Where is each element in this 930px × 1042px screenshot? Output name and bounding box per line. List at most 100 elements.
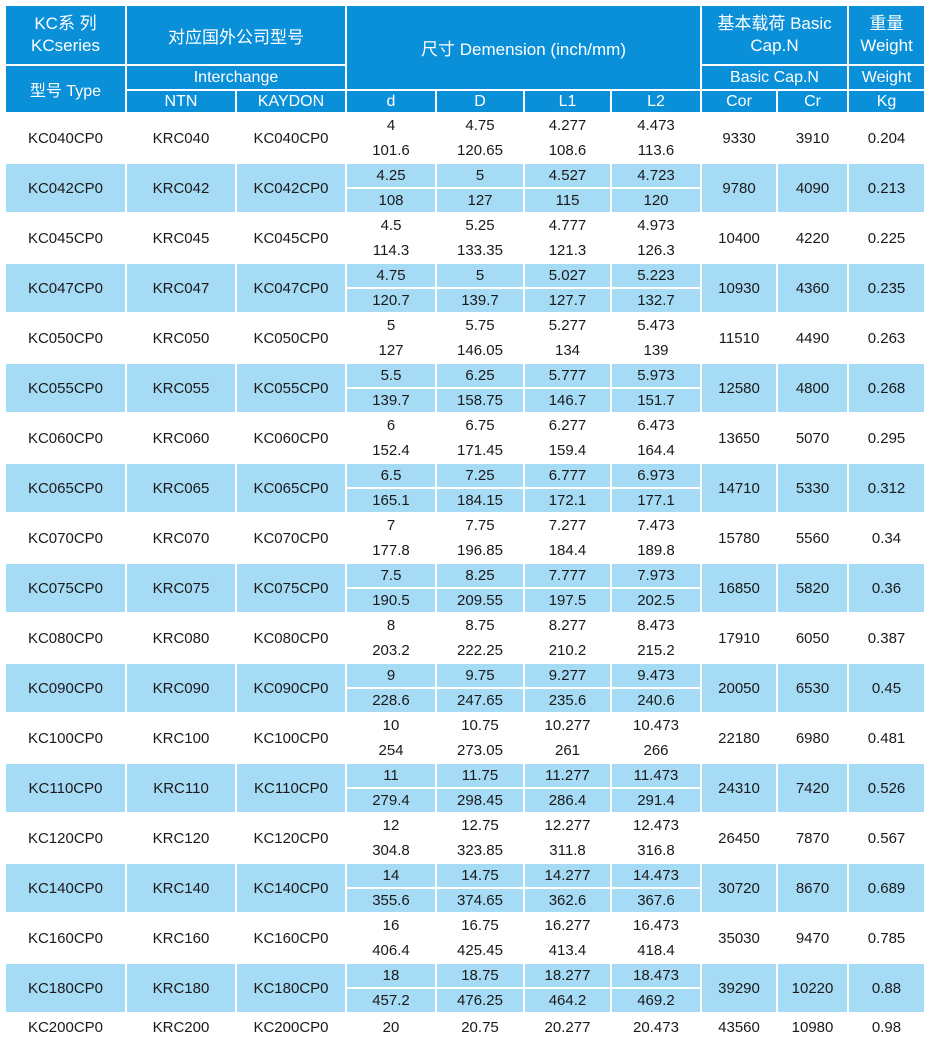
- dim-inch-value: 10.473: [633, 717, 679, 734]
- col-l1: L1: [525, 91, 610, 112]
- cell-type: KC100CP0: [6, 714, 125, 762]
- dim-inch-value: 18.75: [437, 964, 523, 989]
- cell-ntn: KRC040: [127, 114, 235, 162]
- dim-inch-value: 7.473: [637, 517, 675, 534]
- cell-cor: 39290: [702, 964, 776, 1012]
- dim-inch-value: 8.75: [465, 617, 495, 634]
- cell-kg: 0.225: [849, 214, 925, 262]
- cell-ntn: KRC075: [127, 564, 235, 612]
- dim-inch-value: 7.75: [465, 517, 495, 534]
- cell-d: 9 228.6: [347, 664, 435, 712]
- table-row: KC070CP0 KRC070 KC070CP0 7 177.8 7.75 196.85 7.…: [6, 514, 925, 562]
- table-row: KC060CP0 KRC060 KC060CP0 6 152.4 6.75 171.45 6.…: [6, 414, 925, 462]
- cell-l2: 10.473 266: [612, 714, 700, 762]
- cell-type: KC042CP0: [6, 164, 125, 212]
- cell-l2: 7.973 202.5: [612, 564, 700, 612]
- dim-inch-value: 6.973: [612, 464, 700, 489]
- cell-type: KC110CP0: [6, 764, 125, 812]
- dim-mm-value: 261: [554, 742, 581, 759]
- table-row: KC065CP0 KRC065 KC065CP0 6.5 165.1 7.25 184.15…: [6, 464, 925, 512]
- dim-inch-value: 5: [437, 264, 523, 289]
- cell-D: 8.25 209.55: [437, 564, 523, 612]
- dim-mm-value: 266: [643, 742, 669, 759]
- cell-ntn: KRC140: [127, 864, 235, 912]
- cell-kaydon: KC120CP0: [237, 814, 345, 862]
- cell-type: KC050CP0: [6, 314, 125, 362]
- dim-inch-value: 4.473: [637, 117, 675, 134]
- dim-mm-value: 215.2: [637, 642, 675, 659]
- cell-cor: 10930: [702, 264, 776, 312]
- cell-type: KC060CP0: [6, 414, 125, 462]
- cell-l1: 4.777 121.3: [525, 214, 610, 262]
- cell-kaydon: KC070CP0: [237, 514, 345, 562]
- dim-mm-value: 235.6: [548, 692, 587, 709]
- dim-mm-value: 120: [643, 192, 669, 209]
- header-basic-cap-group: 基本载荷 Basic Cap.N: [702, 6, 848, 64]
- col-kg: Kg: [849, 91, 925, 112]
- dim-mm-value: 189.8: [637, 542, 675, 559]
- cell-cor: 26450: [702, 814, 776, 862]
- dim-inch-value: 4: [386, 117, 396, 134]
- cell-cr: 8670: [778, 864, 848, 912]
- dim-inch-value: 6.25: [437, 364, 523, 389]
- cell-cr: 4090: [778, 164, 848, 212]
- cell-cr: 4220: [778, 214, 848, 262]
- cell-kaydon: KC047CP0: [237, 264, 345, 312]
- dim-mm-value: 114.3: [372, 242, 410, 259]
- cell-l1: 14.277 362.6: [525, 864, 610, 912]
- dim-mm-value: 247.65: [457, 692, 503, 709]
- cell-ntn: KRC110: [127, 764, 235, 812]
- cell-kg: 0.36: [849, 564, 925, 612]
- cell-type: KC047CP0: [6, 264, 125, 312]
- cell-kaydon: KC110CP0: [237, 764, 345, 812]
- cell-kg: 0.263: [849, 314, 925, 362]
- cell-type: KC055CP0: [6, 364, 125, 412]
- dim-mm-value: 158.75: [457, 392, 503, 409]
- dim-mm-value: 139: [643, 342, 669, 359]
- cell-l2: 8.473 215.2: [612, 614, 700, 662]
- dim-inch-value: 9.473: [612, 664, 700, 689]
- dim-mm-value: 139.7: [461, 292, 499, 309]
- dim-inch-value: 5.5: [347, 364, 435, 389]
- dim-inch-value: 18.473: [612, 964, 700, 989]
- dim-inch-value: 6.473: [637, 417, 675, 434]
- dim-inch-value: 6.277: [548, 417, 587, 434]
- cell-kaydon: KC040CP0: [237, 114, 345, 162]
- table-row: KC110CP0 KRC110 KC110CP0 11 279.4 11.75 298.45…: [6, 764, 925, 812]
- header-weight-group-text: 重量 Weight: [860, 13, 913, 55]
- cell-cr: 3910: [778, 114, 848, 162]
- cell-d: 14 355.6: [347, 864, 435, 912]
- table-row: KC160CP0 KRC160 KC160CP0 16 406.4 16.75 425.45…: [6, 914, 925, 962]
- table-row: KC075CP0 KRC075 KC075CP0 7.5 190.5 8.25 209.55…: [6, 564, 925, 612]
- dim-inch-value: 11.277: [525, 764, 610, 789]
- dim-inch-value: 6.75: [465, 417, 495, 434]
- cell-kg: 0.387: [849, 614, 925, 662]
- cell-cr: 6050: [778, 614, 848, 662]
- cell-kg: 0.785: [849, 914, 925, 962]
- dim-mm-value: 469.2: [637, 992, 675, 1009]
- dim-mm-value: 425.45: [457, 942, 503, 959]
- dim-mm-value: 210.2: [548, 642, 587, 659]
- cell-l1: 20.277: [525, 1014, 610, 1040]
- dim-mm-value: 159.4: [548, 442, 587, 459]
- cell-l2: 9.473 240.6: [612, 664, 700, 712]
- header-interchange: Interchange: [127, 66, 345, 89]
- cell-l1: 5.277 134: [525, 314, 610, 362]
- dim-mm-value: 146.05: [457, 342, 503, 359]
- cell-kaydon: KC200CP0: [237, 1014, 345, 1040]
- cell-l1: 10.277 261: [525, 714, 610, 762]
- cell-cor: 35030: [702, 914, 776, 962]
- dim-inch-value: 11.473: [612, 764, 700, 789]
- dim-mm-value: 132.7: [637, 292, 675, 309]
- cell-ntn: KRC180: [127, 964, 235, 1012]
- dim-inch-value: 10.75: [461, 717, 499, 734]
- dim-mm-value: 222.25: [457, 642, 503, 659]
- cell-l2: 5.973 151.7: [612, 364, 700, 412]
- dim-mm-value: 457.2: [372, 992, 410, 1009]
- dim-mm-value: 286.4: [548, 792, 587, 809]
- header-type: 型号 Type: [6, 66, 125, 112]
- dim-inch-value: 9: [347, 664, 435, 689]
- cell-cor: 11510: [702, 314, 776, 362]
- cell-l2: 11.473 291.4: [612, 764, 700, 812]
